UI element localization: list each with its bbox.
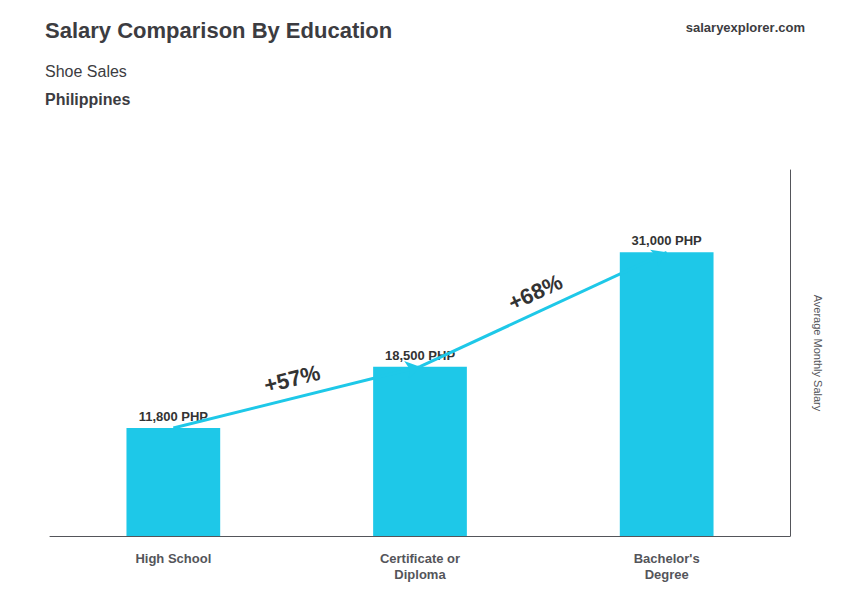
svg-text:Average Monthly Salary: Average Monthly Salary <box>812 295 824 412</box>
svg-text:+57%: +57% <box>262 360 323 398</box>
svg-text:Degree: Degree <box>645 567 689 582</box>
svg-text:Certificate or: Certificate or <box>380 551 460 566</box>
svg-text:Bachelor's: Bachelor's <box>634 551 700 566</box>
svg-text:+68%: +68% <box>504 269 566 316</box>
svg-text:High School: High School <box>135 551 211 566</box>
svg-text:Shoe Sales: Shoe Sales <box>45 63 127 80</box>
svg-text:Philippines: Philippines <box>45 91 130 108</box>
svg-text:31,000 PHP: 31,000 PHP <box>632 233 702 248</box>
svg-text:explorer: explorer <box>723 20 774 35</box>
svg-text:Salary Comparison By Education: Salary Comparison By Education <box>45 18 392 43</box>
svg-text:Diploma: Diploma <box>394 567 446 582</box>
svg-text:.com: .com <box>775 20 805 35</box>
svg-text:salary: salary <box>686 20 724 35</box>
svg-text:18,500 PHP: 18,500 PHP <box>384 347 456 363</box>
svg-text:11,800 PHP: 11,800 PHP <box>138 409 208 424</box>
